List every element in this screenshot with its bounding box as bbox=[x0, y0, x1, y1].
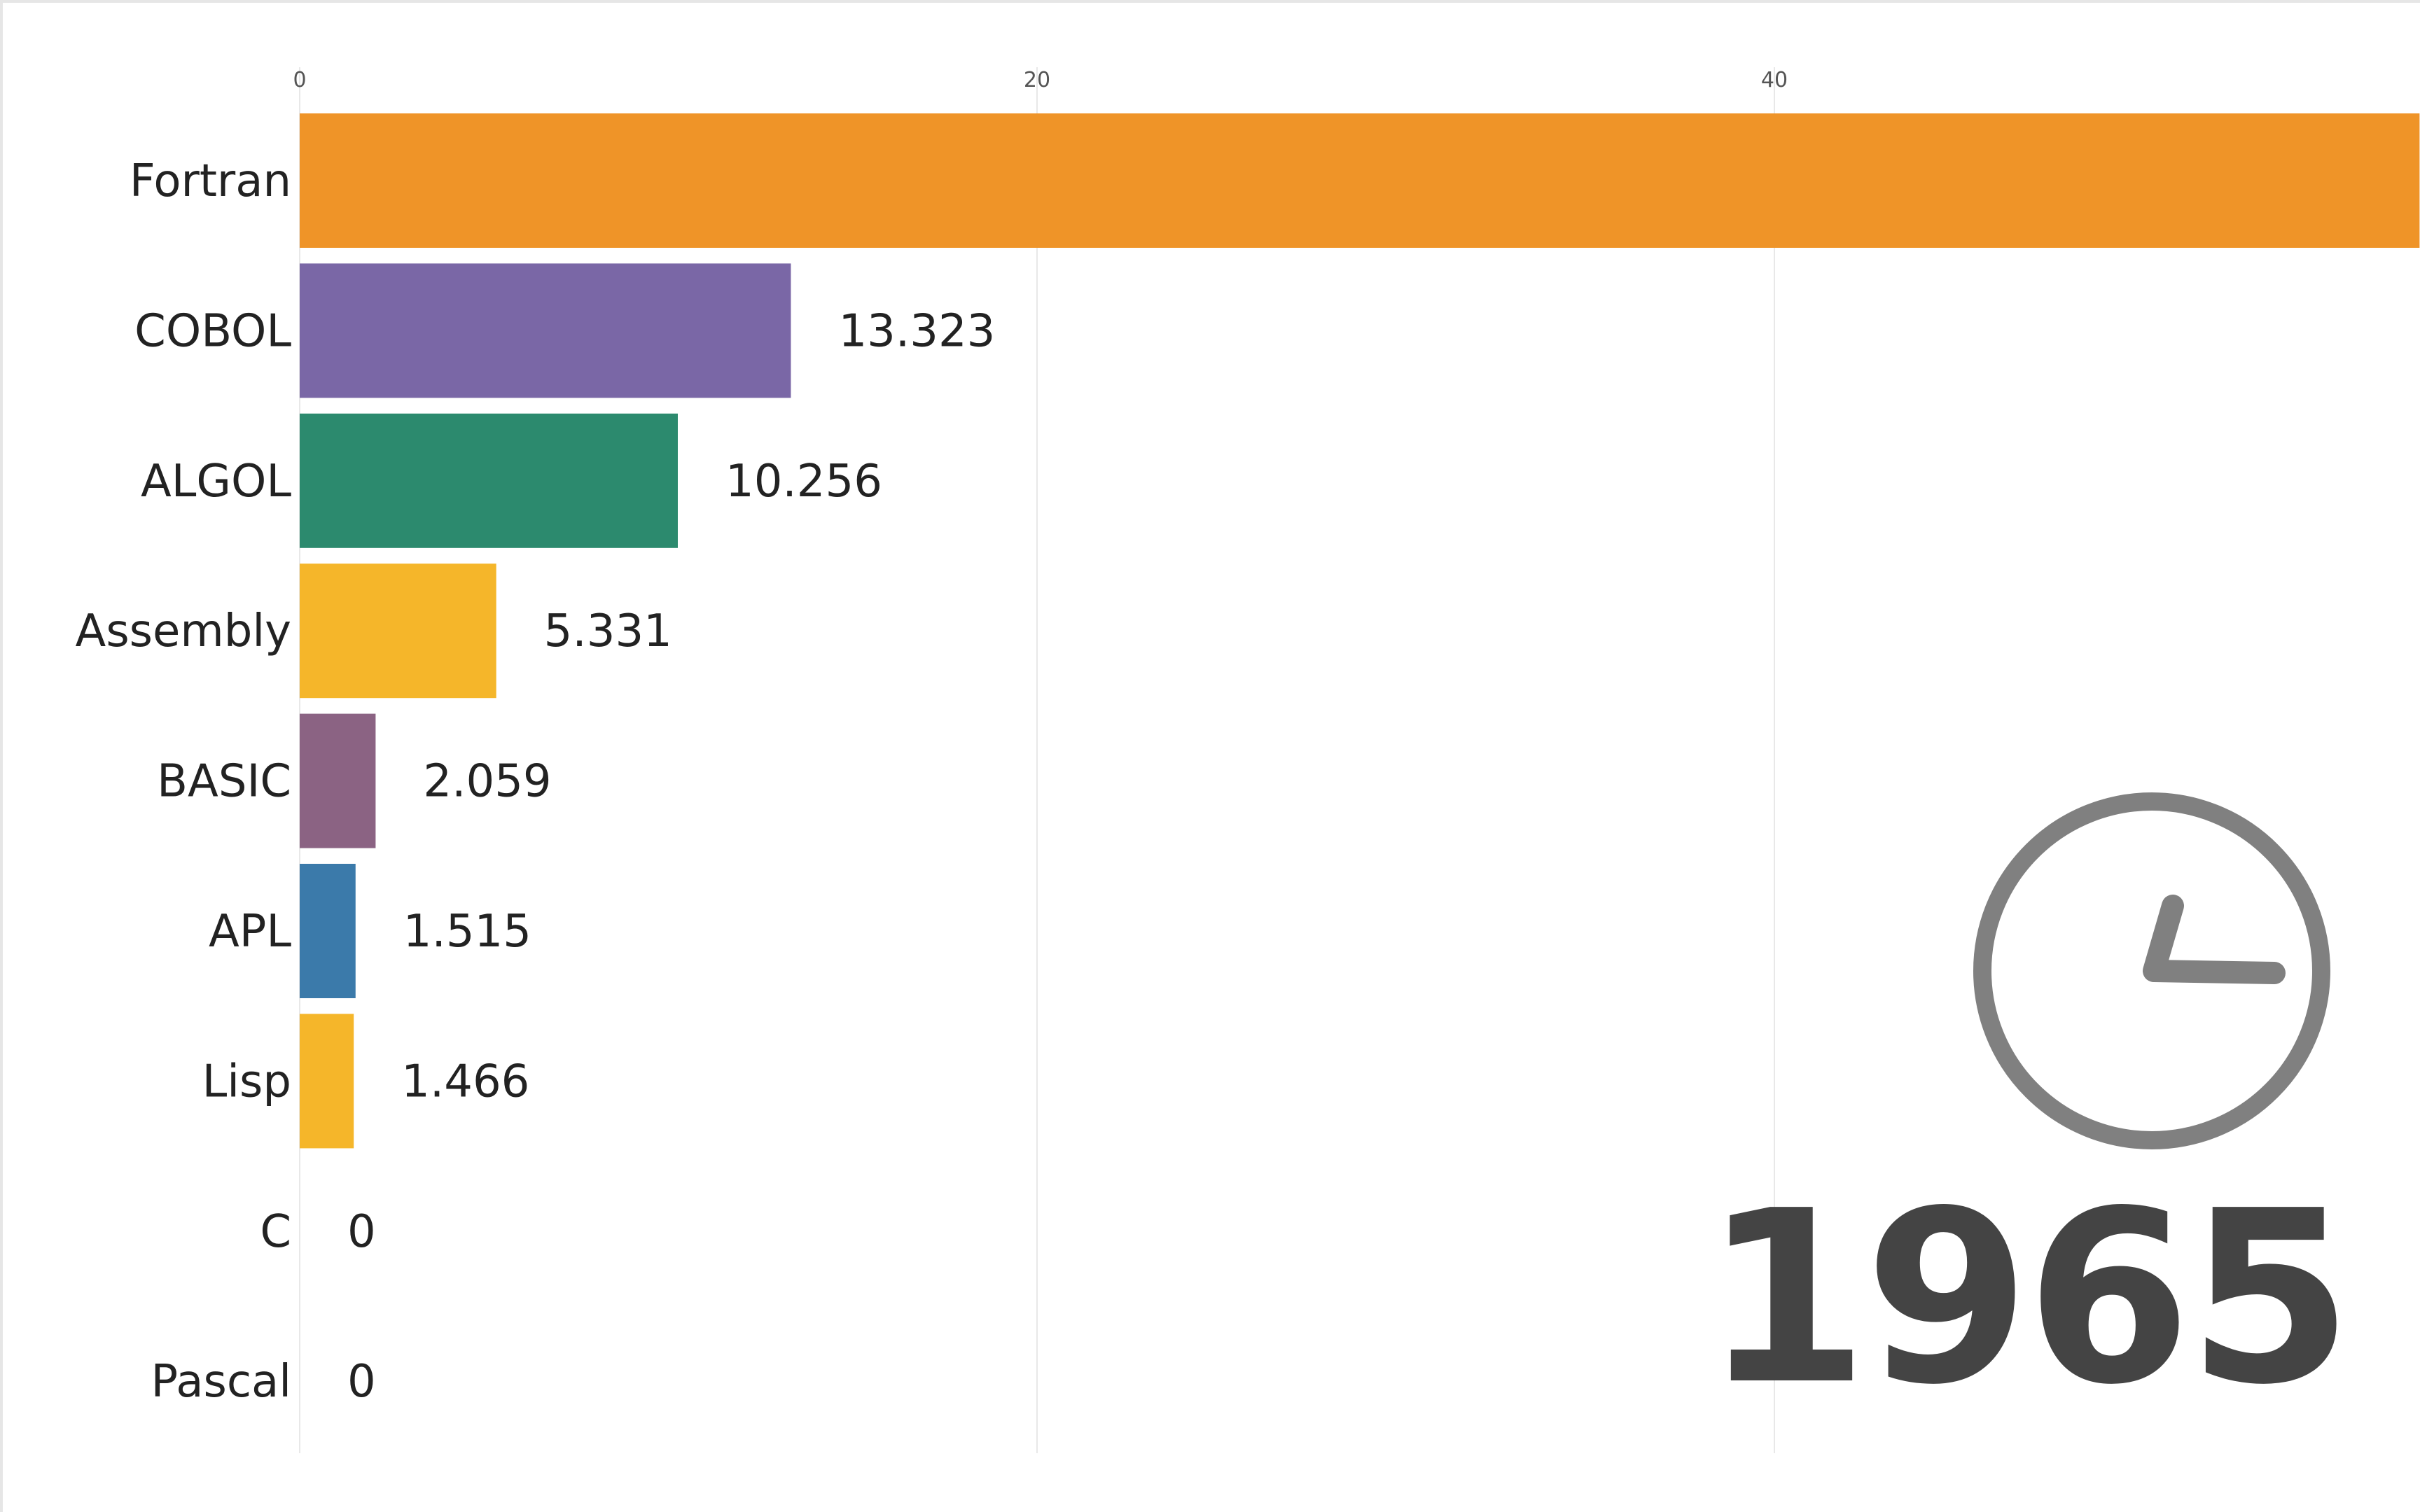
bar-cobol bbox=[300, 263, 791, 398]
category-label-fortran: Fortran bbox=[130, 155, 291, 207]
x-tick-label-2: 40 bbox=[1761, 68, 1788, 92]
labels-layer: Fortran COBOL 13.323 ALGOL 10.256 Assembly 5.3… bbox=[76, 155, 996, 1408]
value-label-basic: 2.059 bbox=[423, 756, 551, 808]
bar-basic bbox=[300, 713, 376, 848]
x-tick-label-0: 0 bbox=[293, 68, 306, 92]
category-label-algol: ALGOL bbox=[141, 456, 291, 507]
category-label-c: C bbox=[260, 1206, 291, 1258]
value-label-pascal: 0 bbox=[347, 1356, 376, 1408]
bar-fortran bbox=[300, 113, 2420, 248]
bars-layer bbox=[300, 113, 2420, 1149]
clock-face bbox=[1973, 792, 2330, 1149]
value-label-apl: 1.515 bbox=[403, 906, 531, 958]
value-label-c: 0 bbox=[347, 1206, 376, 1258]
bar-algol bbox=[300, 413, 678, 548]
value-label-lisp: 1.466 bbox=[401, 1056, 529, 1107]
category-label-basic: BASIC bbox=[157, 756, 291, 808]
category-label-assembly: Assembly bbox=[76, 606, 291, 657]
category-label-pascal: Pascal bbox=[151, 1356, 291, 1408]
x-tick-label-1: 20 bbox=[1024, 68, 1050, 92]
period-label: 1965 Q bbox=[1703, 1160, 2420, 1437]
bar-lisp bbox=[300, 1014, 354, 1149]
clock-icon bbox=[1973, 792, 2330, 1149]
category-label-cobol: COBOL bbox=[134, 305, 291, 357]
bar-apl bbox=[300, 864, 356, 998]
category-label-apl: APL bbox=[209, 906, 291, 958]
value-label-assembly: 5.331 bbox=[544, 606, 672, 657]
value-label-algol: 10.256 bbox=[725, 456, 882, 507]
bar-assembly bbox=[300, 564, 496, 699]
bar-chart-race: 0 20 40 Fortran COBOL 13.323 ALGOL 10.256 Assem… bbox=[76, 67, 2420, 1453]
value-label-cobol: 13.323 bbox=[838, 305, 995, 357]
category-label-lisp: Lisp bbox=[202, 1056, 291, 1107]
clock-hands bbox=[2143, 895, 2286, 984]
